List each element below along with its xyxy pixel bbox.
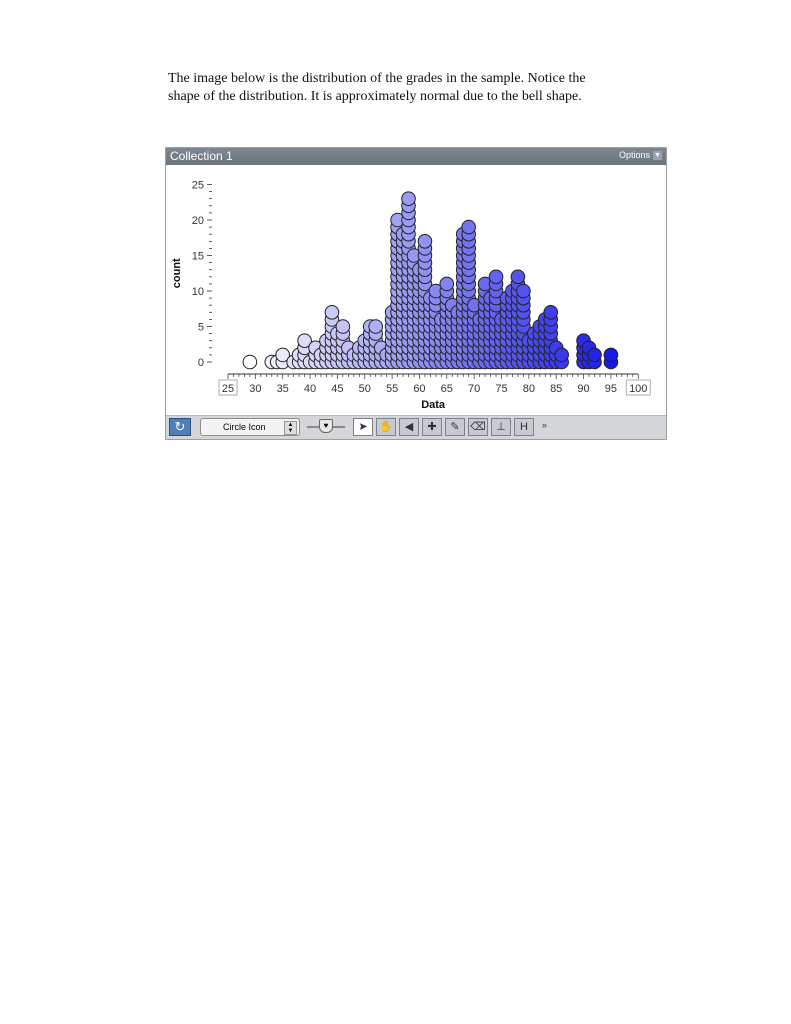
x-tick-label: 60 — [413, 383, 425, 395]
data-point[interactable] — [488, 269, 504, 285]
point-style-label: Circle Icon — [223, 422, 266, 432]
x-tick-label: 70 — [468, 383, 480, 395]
hide-icon[interactable]: H — [514, 418, 534, 436]
data-point[interactable] — [275, 347, 290, 363]
x-max-editbox[interactable] — [625, 379, 651, 396]
hand-icon[interactable]: ✋ — [376, 418, 396, 436]
data-point[interactable] — [554, 347, 569, 363]
x-tick-label: 90 — [577, 383, 589, 395]
data-point[interactable] — [242, 354, 258, 370]
data-point[interactable] — [587, 347, 602, 363]
x-tick-label: 55 — [386, 383, 398, 395]
point-size-slider[interactable]: ♥ — [307, 418, 345, 436]
x-tick-label: 30 — [249, 383, 261, 395]
x-min-editbox[interactable] — [218, 379, 238, 396]
y-tick-label: 15 — [192, 251, 204, 263]
select-arrow-icon[interactable]: ➤ — [353, 418, 373, 436]
select-stepper-icon[interactable]: ▲ ▼ — [284, 421, 297, 435]
intro-line-2: shape of the distribution. It is approxi… — [168, 89, 582, 104]
window-title: Collection 1 — [170, 149, 233, 163]
x-tick-label: 100 — [629, 383, 647, 395]
y-tick-label: 25 — [192, 180, 204, 192]
data-point[interactable] — [401, 191, 416, 207]
options-label: Options — [618, 150, 650, 160]
x-tick-label: 40 — [304, 383, 316, 395]
ruler-icon[interactable]: ⊥ — [491, 418, 511, 436]
x-tick-label: 80 — [523, 383, 535, 395]
x-tick-label: 25 — [222, 383, 234, 395]
x-tick-label: 85 — [550, 383, 562, 395]
intro-line-1: The image below is the distribution of t… — [168, 71, 586, 86]
data-point[interactable] — [368, 319, 383, 334]
y-tick-label: 10 — [192, 286, 204, 298]
slider-knob-icon[interactable]: ♥ — [319, 419, 333, 433]
data-point[interactable] — [417, 234, 433, 249]
data-point[interactable] — [324, 305, 340, 320]
data-point[interactable] — [543, 305, 559, 320]
eraser-icon[interactable]: ⌫ — [468, 418, 488, 436]
data-point[interactable] — [297, 333, 312, 348]
x-tick-label: 50 — [359, 383, 371, 395]
y-tick-label: 20 — [192, 215, 204, 227]
x-tick-label: 45 — [331, 383, 343, 395]
options-dropdown-icon[interactable]: ▼ — [653, 150, 662, 160]
y-tick-label: 0 — [198, 357, 204, 369]
more-tools-button[interactable]: » — [542, 420, 548, 430]
data-point[interactable] — [603, 347, 619, 363]
y-tick-label: 5 — [198, 322, 204, 334]
drag-arrow-icon[interactable]: ◀ — [399, 418, 419, 436]
options-menu[interactable]: Options ▼ — [619, 150, 662, 160]
x-tick-label: 65 — [441, 383, 453, 395]
dot-plot[interactable]: 0 5 10 15 20 25 count 25 30 35 40 45 50 55 60 65 70 75 80 8… — [166, 165, 666, 416]
window-titlebar[interactable]: Collection 1 Options ▼ — [166, 148, 666, 165]
x-tick-label: 35 — [277, 383, 289, 395]
point-style-select[interactable]: Circle Icon ▲ ▼ — [200, 418, 300, 436]
collection-window: Collection 1 Options ▼ 0 5 10 15 20 25 count 25… — [165, 147, 667, 440]
data-point[interactable] — [516, 283, 531, 299]
x-tick-label: 95 — [605, 383, 617, 395]
y-axis-title: count — [171, 258, 183, 288]
data-point[interactable] — [461, 219, 476, 235]
graph-toolbar: ↻ Circle Icon ▲ ▼ ♥ ➤ ✋ ◀ ✚ ✎ ⌫ ⊥ H » — [166, 415, 666, 439]
point-add-icon[interactable]: ✚ — [422, 418, 442, 436]
data-point[interactable] — [439, 276, 455, 292]
data-point[interactable] — [335, 319, 351, 334]
x-tick-label: 75 — [495, 383, 507, 395]
x-axis-title: Data — [421, 399, 446, 411]
rerandomize-button[interactable]: ↻ — [169, 418, 191, 436]
intro-paragraph: The image below is the distribution of t… — [168, 70, 648, 106]
pencil-icon[interactable]: ✎ — [445, 418, 465, 436]
data-point[interactable] — [510, 269, 526, 285]
